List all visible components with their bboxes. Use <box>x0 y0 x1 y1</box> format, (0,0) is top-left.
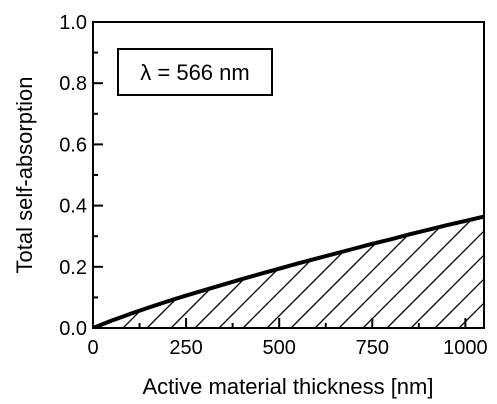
annotation-box: λ = 566 nm <box>117 48 273 96</box>
hatch-line <box>386 216 484 328</box>
hatch-line <box>242 216 484 328</box>
x-axis-label: Active material thickness [nm] <box>143 374 434 399</box>
series-line <box>93 214 484 328</box>
y-tick-label: 0.0 <box>59 318 87 340</box>
hatch-line <box>266 216 484 328</box>
hatch-line <box>314 216 484 328</box>
x-tick-label: 1000 <box>443 337 488 359</box>
y-tick-label: 0.4 <box>59 196 87 218</box>
hatch-line <box>338 216 484 328</box>
x-tick-label: 500 <box>263 337 296 359</box>
x-tick-label: 750 <box>356 337 389 359</box>
y-axis-label: Total self-absorption <box>12 77 37 274</box>
hatch-line <box>458 216 484 328</box>
y-tick-label: 0.6 <box>59 134 87 156</box>
hatch-line <box>362 216 484 328</box>
x-tick-label: 0 <box>87 337 98 359</box>
x-tick-label: 250 <box>169 337 202 359</box>
hatch-line <box>482 216 484 328</box>
hatch-line <box>434 216 484 328</box>
hatch-line <box>290 216 484 328</box>
y-axis-ticks: 0.0 0.2 0.4 0.6 0.8 1.0 <box>59 12 103 340</box>
x-axis-ticks: 0 250 500 750 1000 <box>87 318 488 359</box>
hatch-line <box>410 216 484 328</box>
annotation-text: λ = 566 nm <box>140 60 249 85</box>
y-tick-label: 0.8 <box>59 73 87 95</box>
y-tick-label: 1.0 <box>59 12 87 34</box>
y-tick-label: 0.2 <box>59 257 87 279</box>
hatch-line <box>218 216 484 328</box>
